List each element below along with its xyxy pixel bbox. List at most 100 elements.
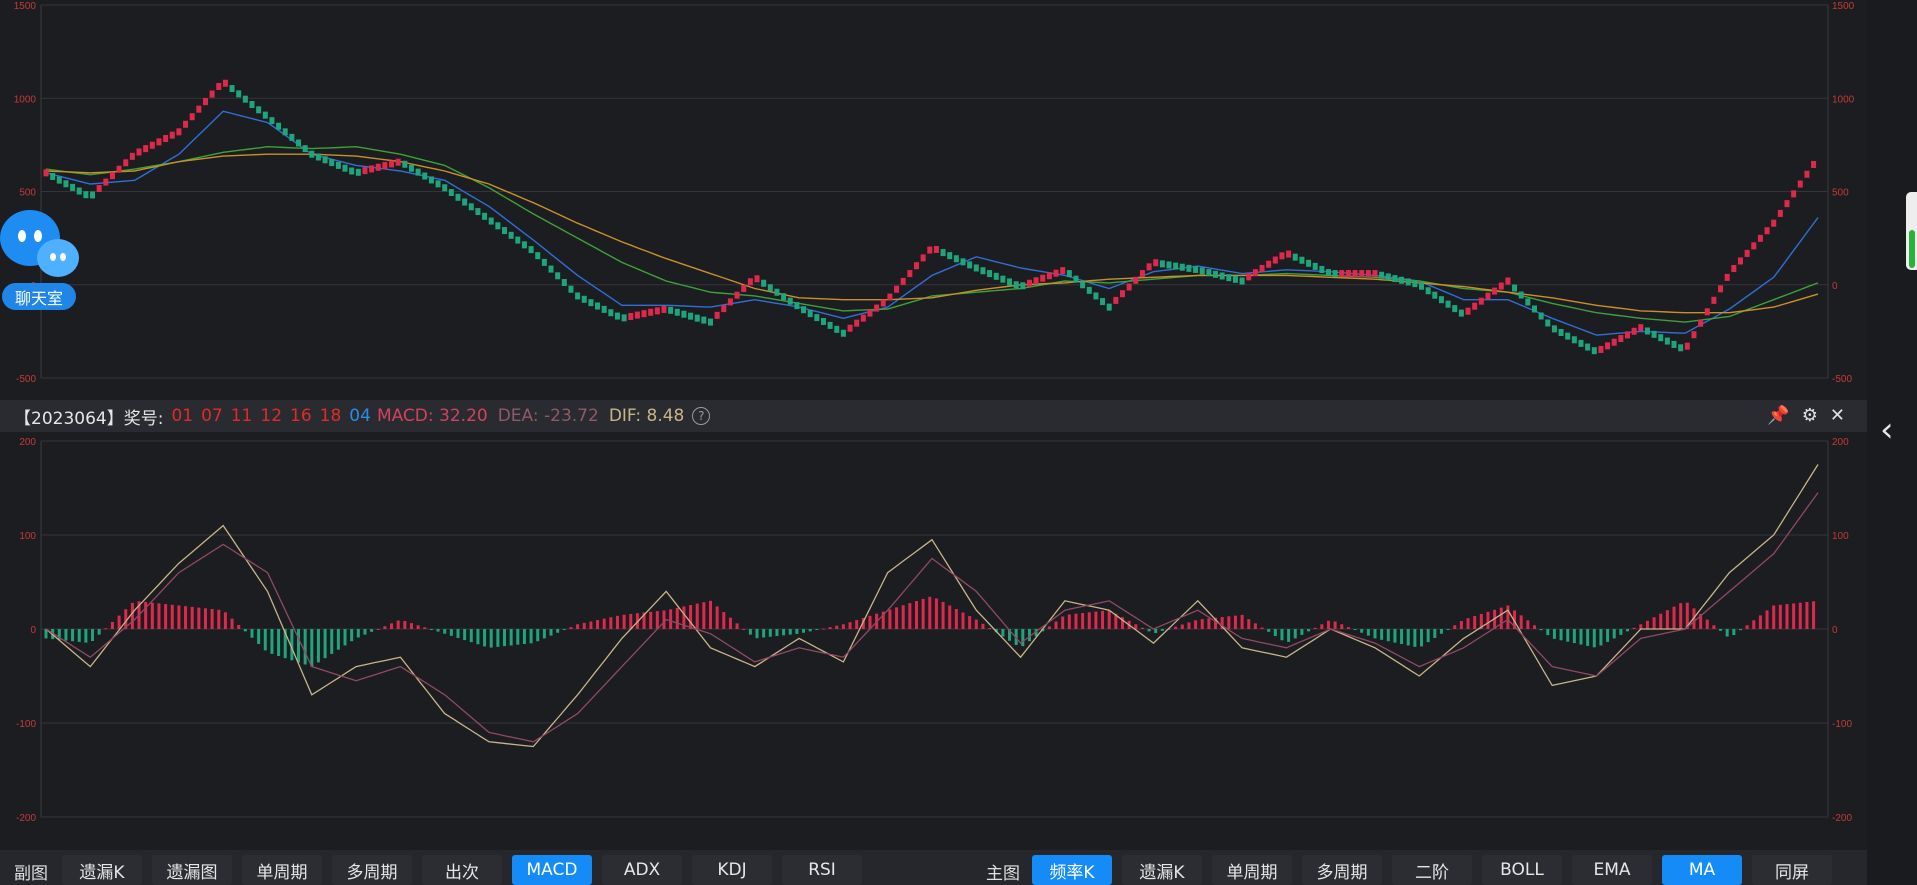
step-down-mark	[1159, 260, 1165, 268]
sub-chart-button[interactable]: RSI	[782, 855, 862, 885]
macd-bar-positive	[961, 612, 965, 629]
macd-bar-negative	[542, 629, 546, 639]
macd-bar-positive	[1479, 613, 1483, 629]
step-down-mark	[329, 159, 335, 167]
step-up-mark	[222, 79, 228, 87]
pin-icon[interactable]: 📌	[1767, 405, 1790, 426]
macd-bar-positive	[1233, 615, 1237, 629]
step-up-mark	[1811, 160, 1817, 168]
macd-bar-positive	[409, 623, 413, 629]
macd-bar-positive	[1067, 614, 1071, 629]
macd-bar-negative	[1373, 629, 1377, 639]
sub-chart-button[interactable]: ADX	[602, 855, 682, 885]
macd-bar-negative	[456, 629, 460, 638]
chat-room-label[interactable]: 聊天室	[2, 283, 76, 310]
macd-bar-negative	[330, 629, 334, 654]
sub-chart-button[interactable]: 单周期	[242, 855, 322, 885]
macd-bar-positive	[1758, 615, 1762, 629]
main-chart-button[interactable]: 单周期	[1212, 855, 1292, 885]
main-chart-button[interactable]: 同屏	[1752, 855, 1832, 885]
macd-bar-negative	[1732, 629, 1736, 636]
macd-bar-negative	[1413, 629, 1417, 647]
sub-chart-button[interactable]: KDJ	[692, 855, 772, 885]
sub-chart-button[interactable]: 多周期	[332, 855, 412, 885]
step-down-mark	[1585, 343, 1591, 351]
step-up-mark	[1684, 342, 1690, 350]
step-up-mark	[641, 310, 647, 318]
close-icon[interactable]: ✕	[1829, 405, 1845, 426]
macd-bar-negative	[788, 629, 792, 635]
macd-bar-positive	[1798, 602, 1802, 629]
sub-chart-button[interactable]: 遗漏图	[152, 855, 232, 885]
chat-room-widget[interactable]	[0, 208, 80, 312]
macd-bar-negative	[263, 629, 267, 651]
step-down-mark	[1545, 319, 1551, 327]
macd-bar-positive	[1632, 627, 1636, 629]
step-up-mark	[169, 131, 175, 139]
main-chart-button[interactable]: 多周期	[1302, 855, 1382, 885]
main-y-tick-right: 1500	[1832, 1, 1855, 12]
step-down-mark	[541, 258, 547, 266]
macd-bar-positive	[1519, 615, 1523, 629]
macd-bar-positive	[895, 607, 899, 629]
sub-chart-button[interactable]: 出次	[422, 855, 502, 885]
step-down-mark	[435, 180, 441, 188]
step-up-mark	[747, 278, 753, 286]
step-up-mark	[183, 120, 189, 128]
macd-bar-positive	[1712, 625, 1716, 629]
macd-bar-negative	[1725, 629, 1729, 637]
macd-bar-positive	[662, 610, 666, 629]
settings-icon[interactable]: ⚙	[1801, 405, 1818, 426]
macd-bar-negative	[1420, 629, 1424, 647]
macd-bar-negative	[775, 629, 779, 637]
step-down-mark	[1664, 337, 1670, 345]
main-frequency-chart[interactable]: 150015001000100050050000-500-500	[0, 0, 1867, 400]
macd-bar-negative	[250, 629, 254, 638]
macd-bar-negative	[257, 629, 261, 645]
step-down-mark	[269, 117, 275, 125]
step-up-mark	[1133, 276, 1139, 284]
macd-bar-negative	[1552, 629, 1556, 639]
step-down-mark	[1332, 270, 1338, 278]
step-down-mark	[415, 168, 421, 176]
macd-bar-positive	[1792, 603, 1796, 629]
main-chart-button[interactable]: 二阶	[1392, 855, 1472, 885]
macd-bar-positive	[1253, 623, 1257, 629]
main-chart-button[interactable]: MA	[1662, 855, 1742, 885]
macd-bar-positive	[403, 621, 407, 629]
step-up-mark	[1046, 272, 1052, 280]
macd-bar-negative	[1406, 629, 1410, 646]
macd-bar-positive	[1101, 610, 1105, 629]
macd-y-tick-right: 200	[1832, 437, 1849, 448]
macd-bar-positive	[197, 607, 201, 629]
main-chart-button[interactable]: 频率K	[1032, 855, 1112, 885]
macd-bar-negative	[1539, 629, 1543, 631]
macd-bar-positive	[1194, 620, 1198, 629]
collapse-arrow-icon[interactable]: ‹	[1880, 410, 1894, 450]
dif-value: DIF: 8.48	[608, 406, 685, 426]
macd-chart[interactable]: 200 200 100 100 0 0 -100 -100 -200 -200	[0, 432, 1867, 850]
macd-bar-positive	[901, 605, 905, 629]
step-down-mark	[1551, 325, 1557, 333]
main-chart-button[interactable]: EMA	[1572, 855, 1652, 885]
sub-chart-button[interactable]: MACD	[512, 855, 592, 885]
step-down-mark	[581, 295, 587, 303]
main-chart-button[interactable]: 遗漏K	[1122, 855, 1202, 885]
macd-bar-negative	[1619, 629, 1623, 635]
step-down-mark	[1173, 262, 1179, 270]
macd-bar-negative	[1393, 629, 1397, 643]
step-up-mark	[887, 293, 893, 301]
step-up-mark	[1352, 270, 1358, 278]
main-chart-button[interactable]: BOLL	[1482, 855, 1562, 885]
step-down-mark	[1425, 287, 1431, 295]
macd-bar-negative	[91, 629, 95, 641]
step-down-mark	[1379, 271, 1385, 279]
step-down-mark	[1299, 256, 1305, 264]
step-down-mark	[568, 285, 574, 293]
sub-chart-button[interactable]: 遗漏K	[62, 855, 142, 885]
macd-bar-negative	[1426, 629, 1430, 643]
macd-bar-negative	[1001, 629, 1005, 637]
step-up-mark	[1033, 277, 1039, 285]
step-up-mark	[1492, 287, 1498, 295]
help-icon[interactable]: ?	[692, 407, 711, 425]
